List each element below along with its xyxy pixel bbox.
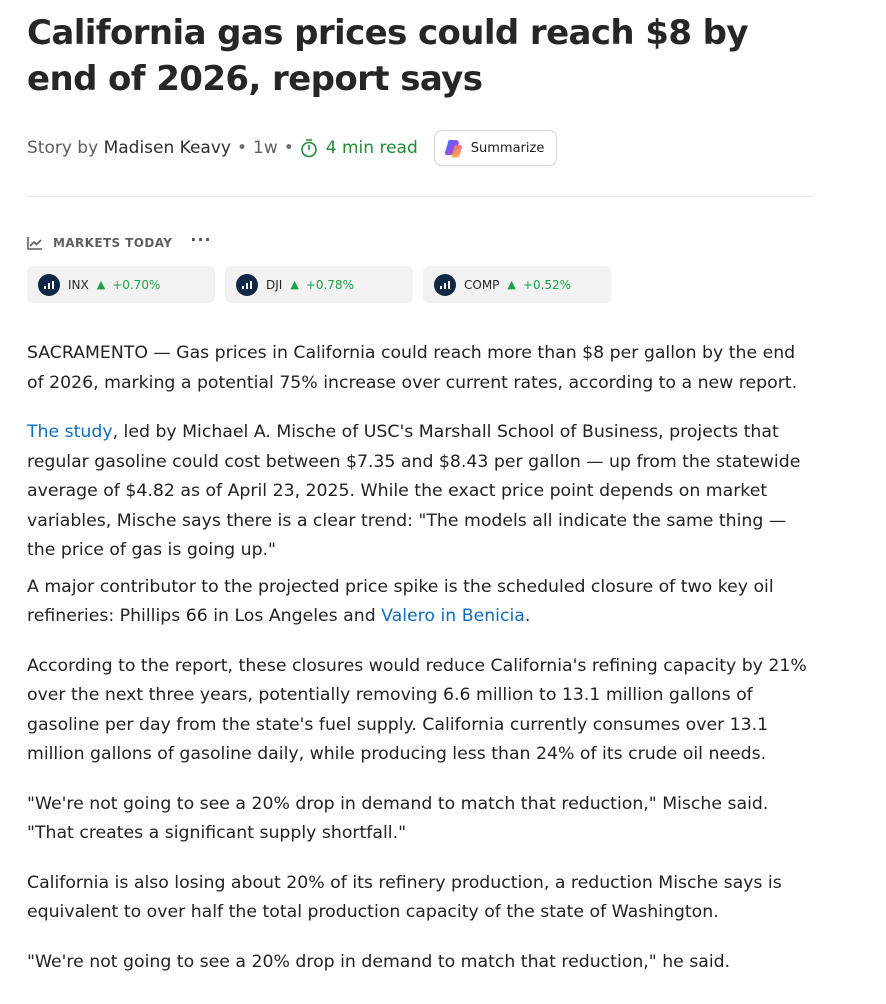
paragraph: California is also losing about 20% of i… bbox=[27, 872, 782, 923]
copilot-icon bbox=[444, 140, 462, 158]
chart-icon bbox=[236, 273, 258, 296]
up-arrow-icon: ▲ bbox=[507, 278, 516, 291]
summarize-label: Summarize bbox=[470, 140, 545, 156]
ticker-change: +0.70% bbox=[112, 277, 161, 292]
timer-icon bbox=[300, 139, 317, 158]
ticker-list: INX ▲ +0.70% DJI ▲ +0.78% bbox=[27, 266, 611, 303]
paragraph: A major contributor to the projected pri… bbox=[27, 573, 817, 632]
ticker-comp[interactable]: COMP ▲ +0.52% bbox=[423, 266, 611, 303]
article-body: SACRAMENTO — Gas prices in California co… bbox=[27, 339, 817, 977]
ticker-symbol: COMP bbox=[464, 277, 500, 292]
paragraph: The study, led by Michael A. Mische of U… bbox=[27, 418, 817, 566]
paragraph-text: . bbox=[524, 606, 531, 626]
study-link[interactable]: The study bbox=[27, 422, 113, 442]
article: California gas prices could reach $8 by … bbox=[27, 0, 817, 972]
byline-separator: • bbox=[236, 138, 248, 158]
ticker-change: +0.52% bbox=[522, 277, 572, 292]
markets-header: MARKETS TODAY ··· bbox=[27, 232, 212, 254]
paragraph-text: , led by Michael A. Mische of USC's Mars… bbox=[27, 422, 801, 560]
paragraph-text: A major contributor to the projected pri… bbox=[27, 576, 774, 627]
byline-prefix: Story by bbox=[27, 138, 99, 158]
paragraph: "We're not going to see a 20% drop in de… bbox=[27, 951, 731, 972]
ticker-change: +0.78% bbox=[305, 277, 354, 292]
article-headline: California gas prices could reach $8 by … bbox=[27, 13, 749, 99]
chart-icon bbox=[434, 273, 456, 296]
byline-separator: • bbox=[283, 138, 294, 158]
paragraph: According to the report, these closures … bbox=[27, 655, 807, 765]
article-age: 1w bbox=[253, 138, 278, 158]
paragraph: "We're not going to see a 20% drop in de… bbox=[27, 793, 769, 844]
up-arrow-icon: ▲ bbox=[96, 278, 106, 291]
ticker-inx[interactable]: INX ▲ +0.70% bbox=[27, 266, 215, 303]
author-name[interactable]: Madisen Keavy bbox=[103, 138, 231, 158]
up-arrow-icon: ▲ bbox=[290, 278, 299, 291]
paragraph: SACRAMENTO — Gas prices in California co… bbox=[27, 343, 798, 393]
summarize-button[interactable]: Summarize bbox=[433, 130, 558, 166]
ticker-dji[interactable]: DJI ▲ +0.78% bbox=[225, 266, 413, 303]
read-time: 4 min read bbox=[300, 138, 418, 158]
chart-icon bbox=[38, 273, 60, 296]
read-time-label: 4 min read bbox=[325, 138, 418, 158]
more-options-icon[interactable]: ··· bbox=[190, 230, 212, 249]
trending-chart-icon bbox=[27, 237, 42, 250]
valero-link[interactable]: Valero in Benicia bbox=[381, 606, 525, 626]
ticker-symbol: DJI bbox=[266, 277, 283, 292]
ticker-symbol: INX bbox=[68, 277, 89, 292]
markets-title: MARKETS TODAY bbox=[53, 236, 173, 250]
divider bbox=[27, 196, 813, 197]
byline: Story by Madisen Keavy • 1w • 4 min read bbox=[27, 128, 558, 168]
